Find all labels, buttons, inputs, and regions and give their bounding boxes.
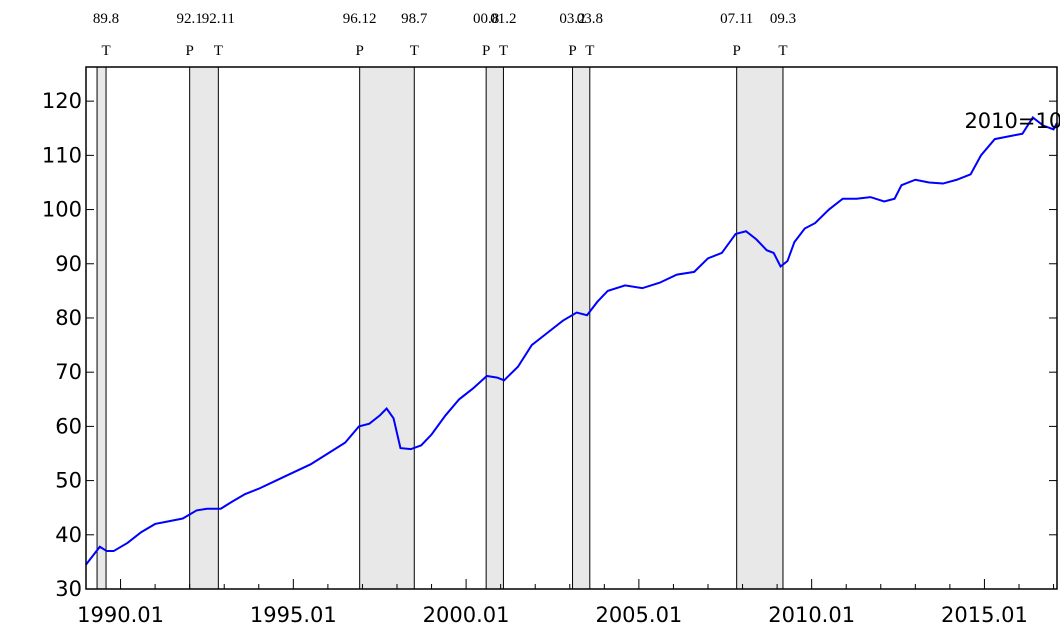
y-tick-label: 60 xyxy=(55,414,82,438)
turning-phase: T xyxy=(585,43,594,59)
x-tick-label: 2010.01 xyxy=(768,603,855,627)
x-tick-label: 2015.01 xyxy=(941,603,1028,627)
turning-date: 92.11 xyxy=(202,11,235,27)
y-tick-label: 70 xyxy=(55,360,82,384)
turning-phase: T xyxy=(101,43,110,59)
turning-date: 89.8 xyxy=(93,11,119,27)
plot-frame xyxy=(85,66,1058,590)
turning-phase: T xyxy=(410,43,419,59)
recession-band xyxy=(359,67,415,589)
recession-band xyxy=(97,67,107,589)
turning-date: 09.3 xyxy=(770,11,796,27)
y-tick-label: 80 xyxy=(55,306,82,330)
series-line xyxy=(85,115,1058,566)
turning-phase: T xyxy=(778,43,787,59)
y-tick-label: 30 xyxy=(55,577,82,601)
x-tick-label: 2000.01 xyxy=(423,603,510,627)
turning-date: 03.2 xyxy=(559,11,585,27)
x-tick-label: 1995.01 xyxy=(250,603,337,627)
turning-date: 98.7 xyxy=(401,11,428,27)
turning-date: 96.12 xyxy=(343,11,377,27)
turning-phase: P xyxy=(185,43,193,59)
y-tick-label: 110 xyxy=(42,143,82,167)
turning-phase: T xyxy=(499,43,508,59)
turning-date: 07.11 xyxy=(720,11,753,27)
y-tick-label: 90 xyxy=(55,252,82,276)
y-tick-label: 120 xyxy=(42,89,82,113)
turning-phase: P xyxy=(568,43,576,59)
recession-band xyxy=(486,67,504,589)
recession-band xyxy=(572,67,590,589)
x-tick-label: 1990.01 xyxy=(77,603,164,627)
x-tick-label: 2005.01 xyxy=(595,603,682,627)
recession-band xyxy=(189,67,219,589)
y-tick-label: 50 xyxy=(55,469,82,493)
turning-phase: P xyxy=(482,43,490,59)
turning-phase: P xyxy=(733,43,741,59)
turning-phase: T xyxy=(214,43,223,59)
turning-date: 03.8 xyxy=(577,11,603,27)
turning-date: 00.8 xyxy=(473,11,499,27)
turning-date: 01.2 xyxy=(490,11,516,27)
turning-phase: P xyxy=(356,43,364,59)
recession-band xyxy=(736,67,783,589)
turning-date: 92.1 xyxy=(177,11,203,27)
y-tick-label: 40 xyxy=(55,523,82,547)
y-tick-label: 100 xyxy=(42,198,82,222)
annotation: 2010=100 xyxy=(964,109,1060,133)
